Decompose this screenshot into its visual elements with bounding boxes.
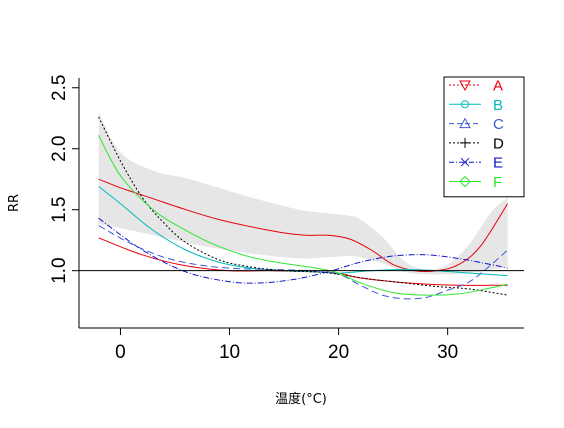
series-line-f xyxy=(98,135,508,296)
legend-item-b: B xyxy=(449,97,503,114)
y-tick-label: 1.0 xyxy=(49,257,70,283)
legend-marker-x xyxy=(460,157,470,167)
series-line-a xyxy=(98,178,509,272)
legend-item-a: A xyxy=(449,78,503,95)
legend-marker-circle xyxy=(461,100,469,109)
x-tick-label: 0 xyxy=(115,342,126,363)
x-axis-label: 温度(°C) xyxy=(275,391,327,407)
legend-label: D xyxy=(493,135,504,152)
x-tick-label: 30 xyxy=(437,342,458,363)
y-tick-label: 2.5 xyxy=(49,75,70,101)
legend-item-f: F xyxy=(449,174,502,191)
legend-item-d: D xyxy=(449,135,504,152)
confidence-band xyxy=(98,112,508,275)
legend-box xyxy=(443,76,525,198)
legend-label: E xyxy=(493,155,503,172)
legend-marker-down-triangle xyxy=(459,80,471,92)
legend-item-c: C xyxy=(449,116,504,133)
legend-marker-up-triangle xyxy=(459,117,471,129)
y-axis-label: RR xyxy=(7,194,22,212)
x-tick-label: 10 xyxy=(219,342,240,363)
y-tick-label: 2.0 xyxy=(49,136,70,162)
legend-item-e: E xyxy=(449,155,503,172)
legend-label: F xyxy=(493,174,502,191)
series-line-e xyxy=(98,217,508,284)
series-line-c xyxy=(98,225,508,300)
legend-label: A xyxy=(493,78,503,95)
x-tick-label: 20 xyxy=(328,342,349,363)
legend-label: C xyxy=(493,116,504,133)
legend-label: B xyxy=(493,97,503,114)
y-tick-label: 1.5 xyxy=(49,196,70,222)
legend-marker-plus xyxy=(460,137,470,148)
legend-marker-diamond xyxy=(459,175,471,188)
